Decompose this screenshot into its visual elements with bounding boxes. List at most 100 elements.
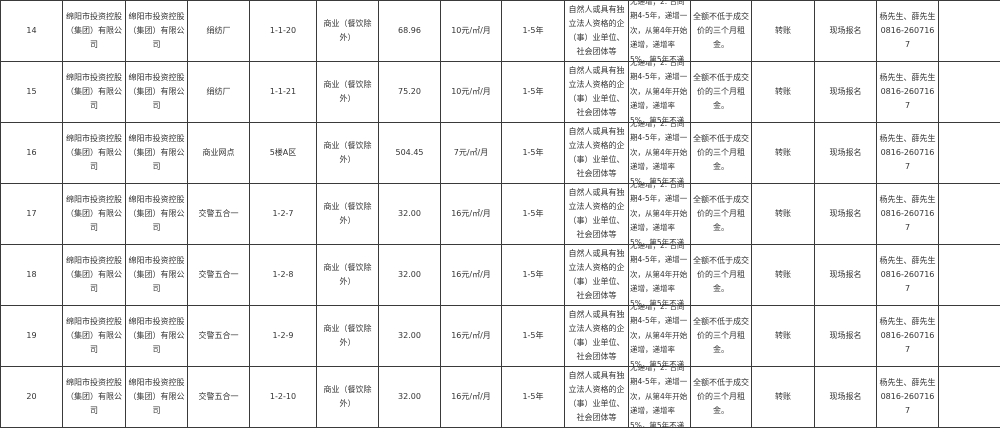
cell-increase-rules[interactable]: 1. 合同期1-3年无递增；2. 合同期4-5年，递增一次，从第4年开始递增，递… <box>628 0 691 62</box>
cell-unit[interactable]: 1-1-21 <box>249 61 317 123</box>
cell-number[interactable]: 15 <box>0 61 63 123</box>
cell-payment[interactable]: 转账 <box>751 183 815 245</box>
cell-deposit[interactable]: 全额不低于成交价的三个月租金。 <box>690 61 752 123</box>
cell-term[interactable]: 1-5年 <box>501 183 565 245</box>
cell-area[interactable]: 32.00 <box>378 366 441 428</box>
cell-usage[interactable]: 商业（餐饮除外） <box>316 0 379 62</box>
cell-note[interactable] <box>938 244 1000 306</box>
cell-note[interactable] <box>938 183 1000 245</box>
cell-signup[interactable]: 现场报名 <box>814 366 877 428</box>
cell-usage[interactable]: 商业（餐饮除外） <box>316 61 379 123</box>
cell-qualification[interactable]: 自然人或具有独立法人资格的企（事）业单位、社会团体等 <box>564 183 629 245</box>
cell-unit[interactable]: 1-2-8 <box>249 244 317 306</box>
cell-location[interactable]: 绢纺厂 <box>187 61 250 123</box>
cell-deposit[interactable]: 全额不低于成交价的三个月租金。 <box>690 0 752 62</box>
cell-usage[interactable]: 商业（餐饮除外） <box>316 244 379 306</box>
cell-qualification[interactable]: 自然人或具有独立法人资格的企（事）业单位、社会团体等 <box>564 244 629 306</box>
cell-location[interactable]: 商业网点 <box>187 122 250 184</box>
cell-operator[interactable]: 绵阳市投资控股（集团）有限公司 <box>125 244 188 306</box>
cell-term[interactable]: 1-5年 <box>501 366 565 428</box>
cell-payment[interactable]: 转账 <box>751 0 815 62</box>
cell-contact[interactable]: 杨先生、薛先生 0816-2607167 <box>876 122 939 184</box>
cell-contact[interactable]: 杨先生、薛先生 0816-2607167 <box>876 366 939 428</box>
cell-location[interactable]: 绢纺厂 <box>187 0 250 62</box>
cell-increase-rules[interactable]: 1. 合同期1-3年无递增；2. 合同期4-5年，递增一次，从第4年开始递增，递… <box>628 244 691 306</box>
cell-contact[interactable]: 杨先生、薛先生 0816-2607167 <box>876 183 939 245</box>
cell-qualification[interactable]: 自然人或具有独立法人资格的企（事）业单位、社会团体等 <box>564 0 629 62</box>
cell-location[interactable]: 交警五合一 <box>187 244 250 306</box>
cell-payment[interactable]: 转账 <box>751 366 815 428</box>
cell-signup[interactable]: 现场报名 <box>814 122 877 184</box>
cell-operator[interactable]: 绵阳市投资控股（集团）有限公司 <box>125 183 188 245</box>
cell-increase-rules[interactable]: 1. 合同期1-3年无递增；2. 合同期4-5年，递增一次，从第4年开始递增，递… <box>628 61 691 123</box>
cell-signup[interactable]: 现场报名 <box>814 61 877 123</box>
cell-signup[interactable]: 现场报名 <box>814 244 877 306</box>
cell-number[interactable]: 18 <box>0 244 63 306</box>
cell-location[interactable]: 交警五合一 <box>187 305 250 367</box>
cell-owner[interactable]: 绵阳市投资控股（集团）有限公司 <box>62 183 126 245</box>
cell-number[interactable]: 20 <box>0 366 63 428</box>
cell-qualification[interactable]: 自然人或具有独立法人资格的企（事）业单位、社会团体等 <box>564 366 629 428</box>
cell-price[interactable]: 16元/㎡/月 <box>440 366 502 428</box>
cell-area[interactable]: 504.45 <box>378 122 441 184</box>
cell-qualification[interactable]: 自然人或具有独立法人资格的企（事）业单位、社会团体等 <box>564 122 629 184</box>
cell-price[interactable]: 16元/㎡/月 <box>440 305 502 367</box>
cell-owner[interactable]: 绵阳市投资控股（集团）有限公司 <box>62 366 126 428</box>
cell-unit[interactable]: 5楼A区 <box>249 122 317 184</box>
cell-signup[interactable]: 现场报名 <box>814 305 877 367</box>
cell-number[interactable]: 14 <box>0 0 63 62</box>
cell-note[interactable] <box>938 0 1000 62</box>
cell-unit[interactable]: 1-2-10 <box>249 366 317 428</box>
cell-unit[interactable]: 1-1-20 <box>249 0 317 62</box>
cell-owner[interactable]: 绵阳市投资控股（集团）有限公司 <box>62 244 126 306</box>
cell-usage[interactable]: 商业（餐饮除外） <box>316 122 379 184</box>
cell-contact[interactable]: 杨先生、薛先生 0816-2607167 <box>876 0 939 62</box>
cell-unit[interactable]: 1-2-7 <box>249 183 317 245</box>
cell-payment[interactable]: 转账 <box>751 61 815 123</box>
cell-area[interactable]: 68.96 <box>378 0 441 62</box>
cell-location[interactable]: 交警五合一 <box>187 183 250 245</box>
cell-price[interactable]: 16元/㎡/月 <box>440 244 502 306</box>
cell-usage[interactable]: 商业（餐饮除外） <box>316 305 379 367</box>
cell-operator[interactable]: 绵阳市投资控股（集团）有限公司 <box>125 305 188 367</box>
cell-signup[interactable]: 现场报名 <box>814 183 877 245</box>
cell-operator[interactable]: 绵阳市投资控股（集团）有限公司 <box>125 61 188 123</box>
cell-term[interactable]: 1-5年 <box>501 122 565 184</box>
cell-note[interactable] <box>938 61 1000 123</box>
cell-contact[interactable]: 杨先生、薛先生 0816-2607167 <box>876 244 939 306</box>
cell-operator[interactable]: 绵阳市投资控股（集团）有限公司 <box>125 366 188 428</box>
cell-note[interactable] <box>938 305 1000 367</box>
cell-increase-rules[interactable]: 1. 合同期1-3年无递增；2. 合同期4-5年，递增一次，从第4年开始递增，递… <box>628 122 691 184</box>
cell-owner[interactable]: 绵阳市投资控股（集团）有限公司 <box>62 305 126 367</box>
cell-deposit[interactable]: 全额不低于成交价的三个月租金。 <box>690 183 752 245</box>
cell-number[interactable]: 16 <box>0 122 63 184</box>
cell-unit[interactable]: 1-2-9 <box>249 305 317 367</box>
cell-owner[interactable]: 绵阳市投资控股（集团）有限公司 <box>62 122 126 184</box>
cell-qualification[interactable]: 自然人或具有独立法人资格的企（事）业单位、社会团体等 <box>564 61 629 123</box>
cell-price[interactable]: 16元/㎡/月 <box>440 183 502 245</box>
cell-payment[interactable]: 转账 <box>751 244 815 306</box>
cell-qualification[interactable]: 自然人或具有独立法人资格的企（事）业单位、社会团体等 <box>564 305 629 367</box>
cell-usage[interactable]: 商业（餐饮除外） <box>316 183 379 245</box>
cell-deposit[interactable]: 全额不低于成交价的三个月租金。 <box>690 305 752 367</box>
cell-price[interactable]: 10元/㎡/月 <box>440 61 502 123</box>
cell-contact[interactable]: 杨先生、薛先生 0816-2607167 <box>876 61 939 123</box>
cell-deposit[interactable]: 全额不低于成交价的三个月租金。 <box>690 122 752 184</box>
cell-note[interactable] <box>938 122 1000 184</box>
cell-owner[interactable]: 绵阳市投资控股（集团）有限公司 <box>62 61 126 123</box>
cell-term[interactable]: 1-5年 <box>501 61 565 123</box>
cell-operator[interactable]: 绵阳市投资控股（集团）有限公司 <box>125 0 188 62</box>
cell-usage[interactable]: 商业（餐饮除外） <box>316 366 379 428</box>
cell-note[interactable] <box>938 366 1000 428</box>
cell-signup[interactable]: 现场报名 <box>814 0 877 62</box>
cell-number[interactable]: 19 <box>0 305 63 367</box>
cell-increase-rules[interactable]: 1. 合同期1-3年无递增；2. 合同期4-5年，递增一次，从第4年开始递增，递… <box>628 305 691 367</box>
cell-area[interactable]: 32.00 <box>378 183 441 245</box>
cell-increase-rules[interactable]: 1. 合同期1-3年无递增；2. 合同期4-5年，递增一次，从第4年开始递增，递… <box>628 183 691 245</box>
cell-term[interactable]: 1-5年 <box>501 0 565 62</box>
cell-payment[interactable]: 转账 <box>751 305 815 367</box>
cell-price[interactable]: 10元/㎡/月 <box>440 0 502 62</box>
cell-number[interactable]: 17 <box>0 183 63 245</box>
cell-term[interactable]: 1-5年 <box>501 244 565 306</box>
cell-area[interactable]: 32.00 <box>378 305 441 367</box>
